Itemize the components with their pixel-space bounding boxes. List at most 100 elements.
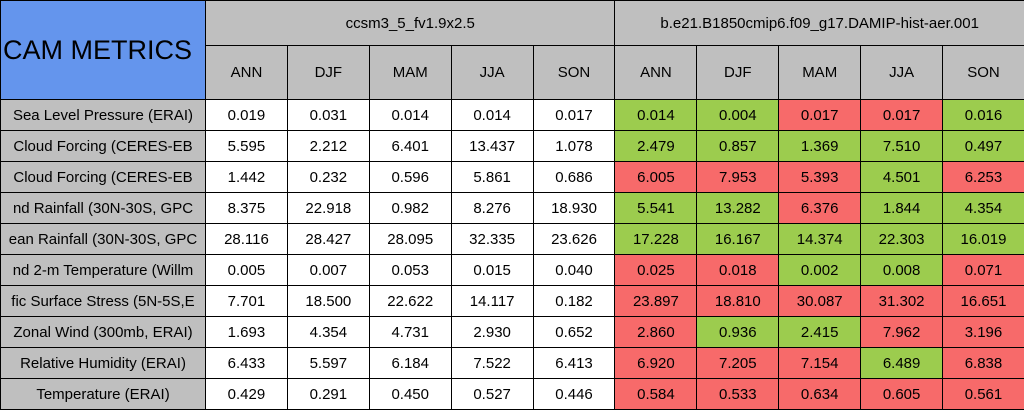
- metric-row: nd 2-m Temperature (Willm 0.005 0.007 0.053…: [0, 254, 1024, 286]
- row-label: fic Surface Stress (5N-5S,E: [0, 285, 206, 317]
- metric-value: 0.652: [532, 316, 616, 348]
- column-header: SON: [942, 45, 1024, 100]
- metric-row: fic Surface Stress (5N-5S,E 7.701 18.500 22…: [0, 285, 1024, 317]
- metric-value: 6.005: [614, 161, 698, 193]
- metric-value: 5.595: [205, 130, 288, 162]
- metric-value: 1.693: [205, 316, 288, 348]
- column-header: SON: [532, 45, 616, 100]
- metric-value: 0.596: [368, 161, 452, 193]
- metric-value: 18.500: [286, 285, 370, 317]
- metric-value: 23.626: [532, 223, 616, 255]
- metric-value: 13.437: [450, 130, 534, 162]
- metric-value: 7.522: [450, 347, 534, 379]
- metric-value: 0.004: [696, 99, 780, 131]
- metric-value: 6.838: [942, 347, 1024, 379]
- metric-value: 2.930: [450, 316, 534, 348]
- metric-value: 32.335: [450, 223, 534, 255]
- metric-row: Sea Level Pressure (ERAI) 0.019 0.031 0.014…: [0, 99, 1024, 131]
- metric-value: 17.228: [614, 223, 698, 255]
- metric-value: 13.282: [696, 192, 780, 224]
- metric-value: 7.510: [860, 130, 944, 162]
- metric-value: 22.622: [368, 285, 452, 317]
- column-header: DJF: [696, 45, 780, 100]
- metric-value: 0.008: [860, 254, 944, 286]
- metric-value: 14.374: [778, 223, 862, 255]
- metric-value: 0.016: [942, 99, 1024, 131]
- metric-value: 7.154: [778, 347, 862, 379]
- metric-value: 4.354: [286, 316, 370, 348]
- metric-value: 16.019: [942, 223, 1024, 255]
- metric-value: 2.479: [614, 130, 698, 162]
- metric-value: 6.253: [942, 161, 1024, 193]
- metric-value: 6.376: [778, 192, 862, 224]
- metric-value: 5.393: [778, 161, 862, 193]
- metric-value: 0.031: [286, 99, 370, 131]
- metric-value: 6.433: [205, 347, 288, 379]
- metric-value: 30.087: [778, 285, 862, 317]
- column-header: JJA: [860, 45, 944, 100]
- metric-row: Temperature (ERAI) 0.429 0.291 0.450 0.527 0.…: [0, 378, 1024, 410]
- metric-value: 0.634: [778, 378, 862, 410]
- row-label: Cloud Forcing (CERES-EB: [0, 130, 206, 162]
- group-header-row: CAM METRICS ccsm3_5_fv1.9x2.5 b.e21.B1850c…: [0, 0, 1024, 100]
- metric-value: 0.182: [532, 285, 616, 317]
- row-label: Relative Humidity (ERAI): [0, 347, 206, 379]
- metric-value: 1.078: [532, 130, 616, 162]
- column-header-row: ANN DJF MAM JJA SON ANN DJF MAM JJA SON: [1, 45, 1024, 100]
- metric-row: Zonal Wind (300mb, ERAI) 1.693 4.354 4.731 2…: [0, 316, 1024, 348]
- metric-value: 7.205: [696, 347, 780, 379]
- metric-value: 0.857: [696, 130, 780, 162]
- column-header: ANN: [614, 45, 698, 100]
- metric-value: 0.018: [696, 254, 780, 286]
- metric-row: nd Rainfall (30N-30S, GPC 8.375 22.918 0.98…: [0, 192, 1024, 224]
- column-header: ANN: [205, 45, 288, 100]
- metric-value: 0.584: [614, 378, 698, 410]
- metric-value: 4.354: [942, 192, 1024, 224]
- metric-value: 1.844: [860, 192, 944, 224]
- metric-value: 0.005: [205, 254, 288, 286]
- metric-value: 31.302: [860, 285, 944, 317]
- metric-value: 16.167: [696, 223, 780, 255]
- metric-value: 2.415: [778, 316, 862, 348]
- metric-value: 14.117: [450, 285, 534, 317]
- metric-value: 6.920: [614, 347, 698, 379]
- metric-row: Cloud Forcing (CERES-EB 1.442 0.232 0.596 5.…: [0, 161, 1024, 193]
- metric-value: 7.701: [205, 285, 288, 317]
- column-header: DJF: [286, 45, 370, 100]
- metric-value: 0.232: [286, 161, 370, 193]
- metric-value: 5.597: [286, 347, 370, 379]
- metric-value: 0.429: [205, 378, 288, 410]
- metric-value: 0.017: [778, 99, 862, 131]
- column-header: JJA: [450, 45, 534, 100]
- column-header: MAM: [778, 45, 862, 100]
- metric-value: 2.212: [286, 130, 370, 162]
- metric-value: 0.015: [450, 254, 534, 286]
- group-header: b.e21.B1850cmip6.f09_g17.DAMIP-hist-aer.…: [614, 0, 1024, 46]
- metric-value: 22.303: [860, 223, 944, 255]
- metric-value: 0.014: [450, 99, 534, 131]
- metric-value: 1.369: [778, 130, 862, 162]
- metric-value: 0.533: [696, 378, 780, 410]
- metric-value: 0.527: [450, 378, 534, 410]
- column-header: MAM: [368, 45, 452, 100]
- metric-value: 18.930: [532, 192, 616, 224]
- metric-value: 4.731: [368, 316, 452, 348]
- metric-value: 0.014: [614, 99, 698, 131]
- metric-value: 0.936: [696, 316, 780, 348]
- metric-value: 23.897: [614, 285, 698, 317]
- metric-value: 6.401: [368, 130, 452, 162]
- table-title: CAM METRICS: [0, 0, 206, 100]
- metric-value: 0.019: [205, 99, 288, 131]
- row-label: Cloud Forcing (CERES-EB: [0, 161, 206, 193]
- metric-value: 6.184: [368, 347, 452, 379]
- row-label: ean Rainfall (30N-30S, GPC: [0, 223, 206, 255]
- row-label: Temperature (ERAI): [0, 378, 206, 410]
- metric-value: 0.450: [368, 378, 452, 410]
- metric-value: 8.276: [450, 192, 534, 224]
- metric-value: 0.605: [860, 378, 944, 410]
- metric-value: 5.541: [614, 192, 698, 224]
- metric-value: 0.007: [286, 254, 370, 286]
- metric-value: 4.501: [860, 161, 944, 193]
